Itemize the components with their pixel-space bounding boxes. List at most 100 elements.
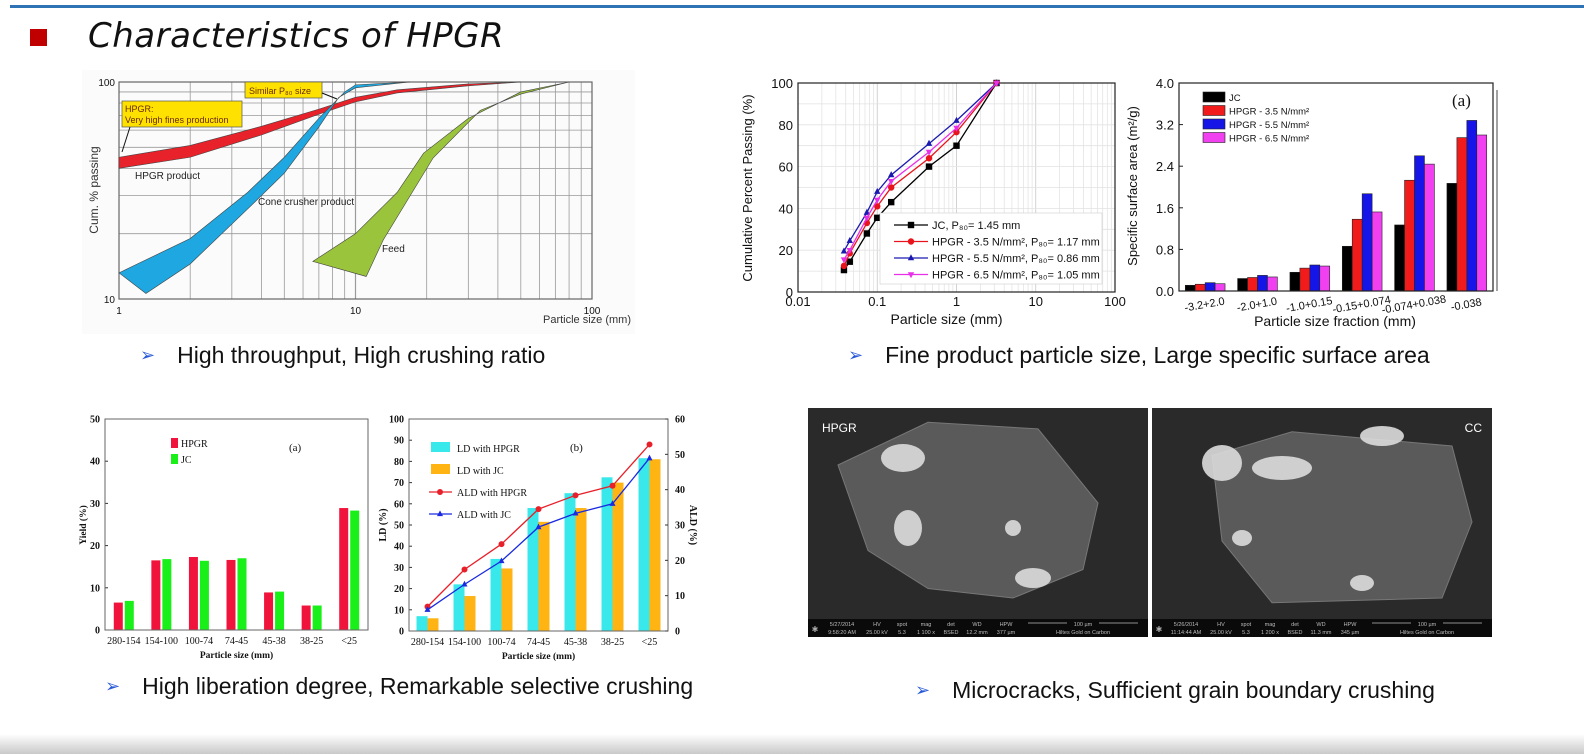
sem-info-key: 100 µm (1418, 622, 1437, 628)
y2-tick-label: 0 (675, 627, 680, 638)
panel-label: (b) (570, 442, 583, 454)
data-point (888, 178, 895, 186)
band-cone-crusher-product (118, 81, 411, 294)
legend-label: ALD with JC (457, 510, 511, 521)
arrow-bullet-icon: ➢ (140, 345, 156, 365)
x-tick-label: 0.1 (868, 294, 886, 309)
sem-info-value: 1 100 x (917, 630, 935, 636)
bar (1476, 134, 1488, 292)
data-point (646, 441, 653, 448)
sem-info-value: 11.3 mm (1311, 630, 1332, 636)
data-point (424, 606, 431, 612)
legend-label: LD with JC (457, 466, 504, 477)
x-tick-label: 45-38 (262, 636, 285, 647)
bar (1371, 211, 1383, 292)
y-axis-label: LD (%) (378, 508, 389, 541)
bar (1237, 278, 1248, 292)
arrow-bullet-icon: ➢ (848, 345, 864, 365)
y2-tick-label: 20 (675, 556, 685, 567)
x-tick-label: 100-74 (185, 636, 213, 647)
data-point (535, 506, 542, 513)
data-point (925, 139, 933, 146)
plot-frame (797, 82, 1116, 293)
band-hpgr-product (118, 81, 521, 169)
gold-bearing-particle (1350, 575, 1374, 591)
y-axis-label: Cumulative Percent Passing (%) (740, 94, 755, 281)
annotation-text: HPGR: (125, 104, 154, 114)
x-tick-label: 280-154 (411, 637, 444, 648)
data-point (874, 203, 881, 210)
bar (575, 508, 587, 631)
bar (237, 558, 247, 630)
data-point (953, 125, 960, 132)
data-point (888, 198, 895, 206)
sem-info-key: mag (1265, 622, 1276, 628)
y-tick-label: 90 (394, 436, 404, 447)
bar (1247, 277, 1258, 292)
sem-info-key: det (1291, 622, 1299, 628)
arrow-line (321, 92, 338, 100)
arrow-line (121, 126, 131, 153)
y-tick-label: 10 (394, 605, 404, 616)
legend-label: HPGR - 6.5 N/mm² (1229, 134, 1309, 145)
sem-info-key: HV (1217, 622, 1225, 628)
x-axis-label: Particle size (mm) (200, 650, 273, 661)
y-tick-label: 70 (394, 478, 404, 489)
fei-logo-icon: ✱ (1156, 625, 1163, 634)
bar (1414, 155, 1425, 292)
bar (1446, 183, 1458, 292)
y-axis-label: Cum. % passing (87, 146, 101, 233)
bullet-fine-product: ➢ Fine product particle size, Large speci… (842, 340, 1492, 371)
sem-info-value: BSED (944, 630, 959, 636)
sem-info-bar (1152, 619, 1492, 637)
data-point (646, 454, 653, 461)
bar (1184, 284, 1196, 292)
legend-label: HPGR - 3.5 N/mm² (1229, 107, 1309, 118)
x-tick-label: 45-38 (564, 637, 587, 648)
legend-label: HPGR - 3.5 N/mm², P₈₀= 1.17 mm (932, 237, 1100, 249)
x-tick-label: 1 (953, 294, 960, 309)
y-tick-label: 40 (394, 542, 404, 553)
sem-info-value: 11:14:44 AM (1171, 630, 1202, 636)
data-point (572, 509, 579, 516)
bar (416, 616, 428, 631)
sem-info-value: Hiltes Gold on Carbon (1400, 630, 1454, 636)
sem-info-key: 5/27/2014 (830, 622, 854, 628)
bar (1404, 179, 1415, 292)
y-tick-label: 60 (779, 160, 793, 175)
sem-info-value: 345 µm (1341, 630, 1360, 636)
bar (301, 605, 311, 630)
legend-swatch (1202, 105, 1226, 116)
sem-info-key: WD (1316, 622, 1325, 628)
bar (1289, 271, 1301, 292)
x-tick-label: 154-100 (145, 636, 178, 647)
slide-title: Characteristics of HPGR (88, 16, 505, 56)
y-tick-label: 3.2 (1156, 118, 1174, 133)
bar (538, 521, 550, 631)
bar (490, 558, 502, 631)
bullet-microcracks: ➢ Microcracks, Sufficient grain boundary … (915, 675, 1435, 706)
title-bullet-square (30, 29, 47, 46)
sem-info-value: 9:58:20 AM (828, 630, 856, 636)
series-label: HPGR product (135, 171, 200, 182)
y-tick-label: 4.0 (1156, 76, 1174, 91)
x-axis-label: Particle size (mm) (543, 314, 631, 326)
bar (275, 591, 285, 630)
y2-tick-label: 40 (675, 485, 685, 496)
data-point (535, 523, 542, 530)
x-tick-label: -3.2+2.0 (1184, 296, 1226, 315)
legend-marker (907, 254, 915, 261)
data-point (840, 262, 848, 270)
legend-swatch (431, 442, 450, 452)
legend-swatch (171, 438, 178, 448)
bullet-text: Fine product particle size, Large specif… (885, 342, 1430, 368)
x-tick-label: 74-45 (527, 637, 550, 648)
bar (453, 584, 465, 631)
bar (1299, 267, 1311, 292)
fei-logo-icon: ✱ (812, 625, 819, 634)
arrow-bullet-icon: ➢ (915, 680, 931, 700)
bar (1257, 275, 1268, 292)
gold-bearing-particle (894, 510, 922, 546)
arrow-bullet-icon: ➢ (105, 676, 121, 696)
bar (1341, 245, 1353, 292)
